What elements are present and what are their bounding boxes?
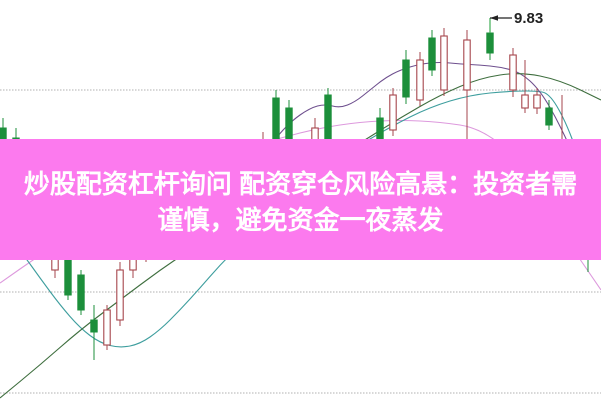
svg-text:9.83: 9.83 xyxy=(514,10,543,27)
